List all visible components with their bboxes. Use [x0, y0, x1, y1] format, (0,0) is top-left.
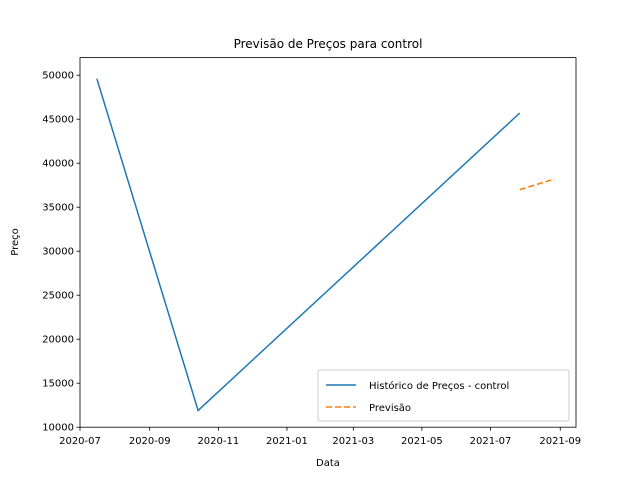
- y-tick-label: 15000: [42, 379, 74, 390]
- y-tick-label: 50000: [42, 71, 74, 82]
- y-tick-label: 35000: [42, 203, 74, 214]
- x-tick-label: 2021-07: [470, 436, 512, 447]
- chart-title: Previsão de Preços para control: [234, 37, 423, 51]
- plot-frame: [79, 57, 577, 428]
- x-tick-label: 2020-11: [197, 436, 239, 447]
- x-tick-label: 2021-03: [332, 436, 374, 447]
- legend-box: [317, 369, 570, 422]
- legend-label-previsao: Previsão: [369, 403, 411, 414]
- x-axis-label: Data: [316, 458, 340, 469]
- series-layer: [96, 78, 555, 412]
- x-tick-label: 2021-09: [539, 436, 581, 447]
- y-tick-label: 25000: [42, 291, 74, 302]
- y-axis-ticks: 10000 15000 20000 25000 30000 35000 40000 45000…: [42, 71, 80, 434]
- y-tick-label: 10000: [42, 423, 74, 434]
- legend-label-historico: Histórico de Preços - control: [369, 380, 509, 392]
- x-axis-ticks: 2020-07 2020-09 2020-11 2021-01 2021-03 2021-…: [59, 427, 581, 447]
- series-line-0: [96, 78, 521, 412]
- series-line-1: [519, 178, 555, 191]
- y-tick-label: 20000: [42, 335, 74, 346]
- y-tick-label: 45000: [42, 115, 74, 126]
- y-tick-label: 30000: [42, 247, 74, 258]
- y-axis-label: Preço: [10, 228, 21, 256]
- x-tick-label: 2020-07: [59, 436, 101, 447]
- legend: Histórico de Preços - control Previsão: [317, 369, 570, 422]
- x-tick-label: 2021-05: [401, 436, 443, 447]
- x-tick-label: 2021-01: [266, 436, 308, 447]
- x-tick-label: 2020-09: [129, 436, 171, 447]
- y-tick-label: 40000: [42, 159, 74, 170]
